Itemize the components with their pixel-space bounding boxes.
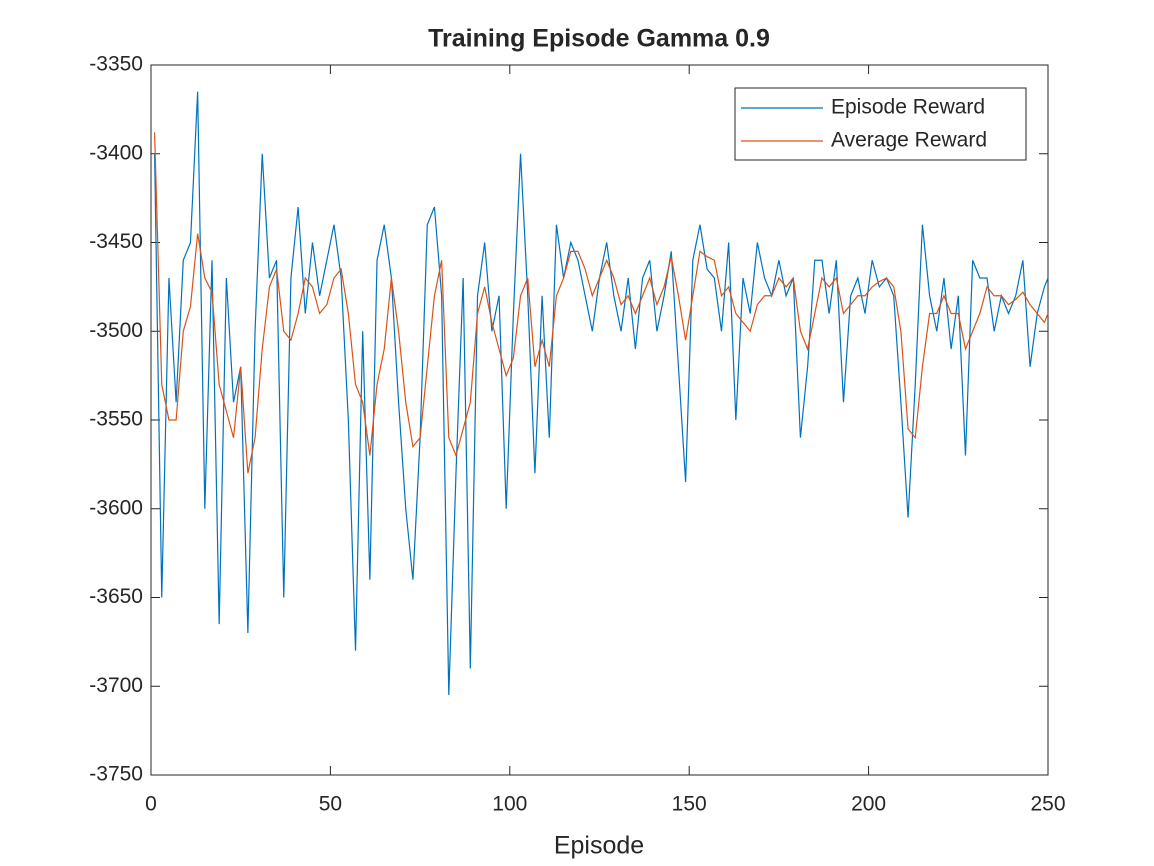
x-tick-label: 250 [1030,793,1065,816]
legend-label: Average Reward [831,129,987,152]
y-tick-label: -3700 [89,674,143,697]
x-axis-label: Episode [554,832,644,860]
x-tick-label: 0 [145,793,157,816]
x-tick-label: 50 [319,793,342,816]
y-tick-label: -3400 [89,141,143,164]
chart-title: Training Episode Gamma 0.9 [428,25,770,53]
legend-box [734,87,1027,161]
y-tick-label: -3450 [89,230,143,253]
plot-area [150,64,1049,776]
y-tick-label: -3550 [89,408,143,431]
series-line [153,91,1049,696]
series-line [153,132,1049,474]
legend-label: Episode Reward [831,96,985,119]
y-tick-label: -3500 [89,319,143,342]
y-tick-label: -3750 [89,763,143,786]
y-tick-label: -3650 [89,585,143,608]
y-tick-label: -3600 [89,496,143,519]
y-tick-label: -3350 [89,53,143,76]
x-tick-label: 200 [851,793,886,816]
x-tick-label: 100 [492,793,527,816]
x-tick-label: 150 [672,793,707,816]
